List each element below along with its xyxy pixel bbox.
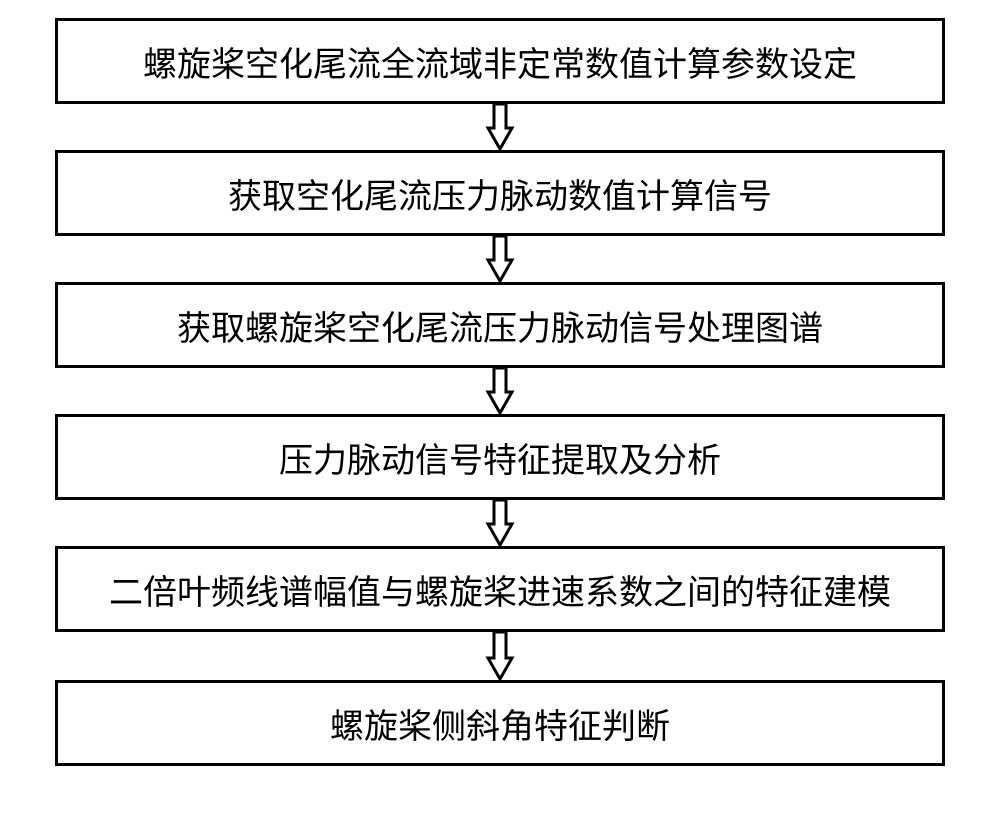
flow-arrow-3 (480, 368, 520, 414)
flow-arrow-5 (480, 632, 520, 680)
flow-step-6: 螺旋桨侧斜角特征判断 (55, 680, 945, 766)
flow-step-label: 获取螺旋桨空化尾流压力脉动信号处理图谱 (177, 301, 823, 350)
flow-arrow-4 (480, 500, 520, 546)
flow-step-label: 二倍叶频线谱幅值与螺旋桨进速系数之间的特征建模 (109, 565, 891, 614)
flow-step-label: 压力脉动信号特征提取及分析 (279, 433, 721, 482)
flow-step-3: 获取螺旋桨空化尾流压力脉动信号处理图谱 (55, 282, 945, 368)
flow-arrow-1 (480, 104, 520, 150)
flow-arrow-2 (480, 236, 520, 282)
flow-step-label: 螺旋桨侧斜角特征判断 (330, 699, 670, 748)
flow-step-5: 二倍叶频线谱幅值与螺旋桨进速系数之间的特征建模 (55, 546, 945, 632)
flow-step-4: 压力脉动信号特征提取及分析 (55, 414, 945, 500)
flow-step-2: 获取空化尾流压力脉动数值计算信号 (55, 150, 945, 236)
flow-step-1: 螺旋桨空化尾流全流域非定常数值计算参数设定 (55, 18, 945, 104)
flow-step-label: 螺旋桨空化尾流全流域非定常数值计算参数设定 (143, 37, 857, 86)
flow-step-label: 获取空化尾流压力脉动数值计算信号 (228, 169, 772, 218)
